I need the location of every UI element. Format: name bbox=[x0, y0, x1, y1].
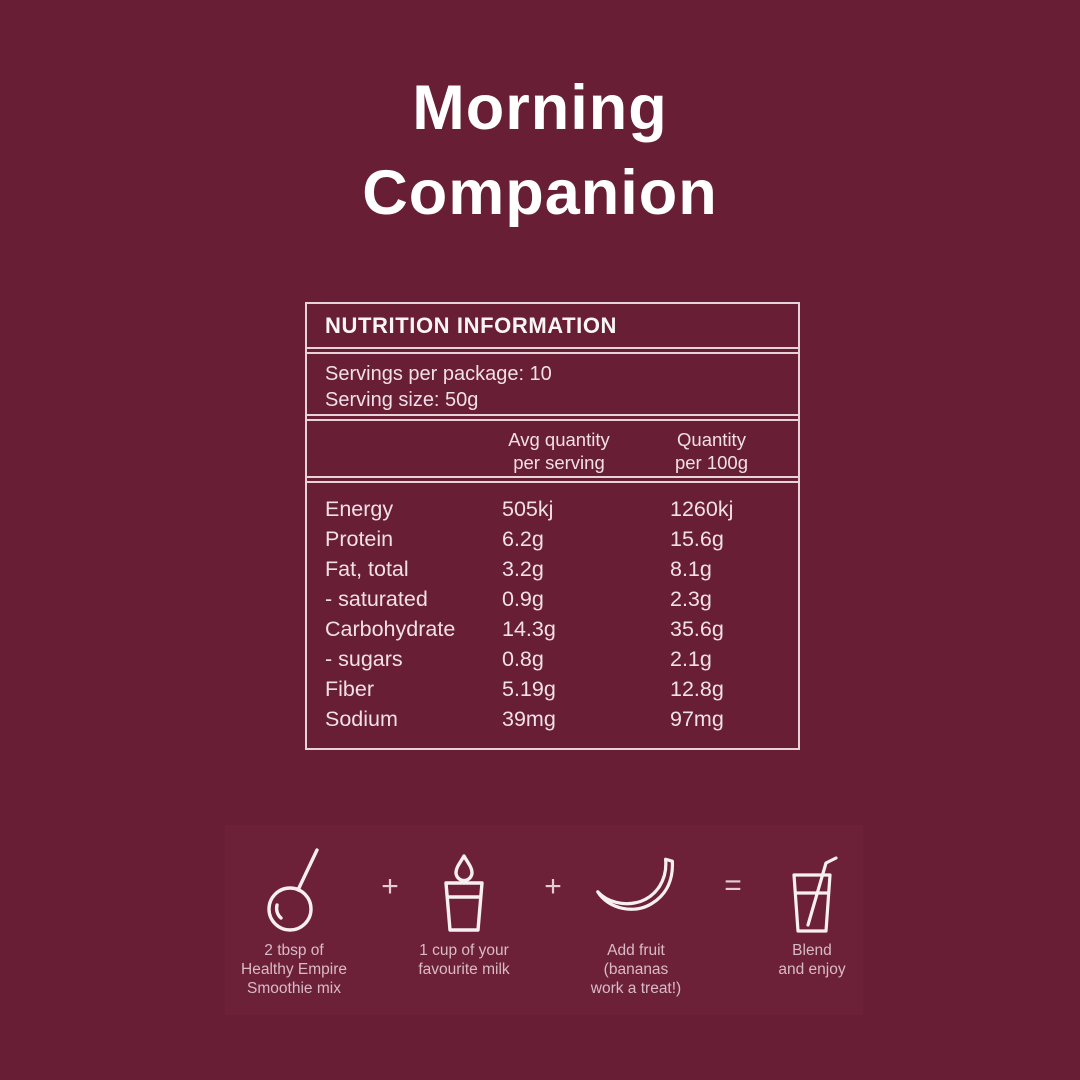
row-label: Protein bbox=[325, 526, 394, 551]
row-label: Carbohydrate bbox=[325, 616, 456, 641]
row-label: Fiber bbox=[325, 676, 374, 701]
row-per-100g: 1260kj bbox=[670, 496, 734, 521]
plus-sign: + bbox=[381, 870, 399, 903]
row-per-serving: 5.19g bbox=[502, 676, 556, 701]
divider bbox=[307, 347, 798, 354]
divider bbox=[307, 414, 798, 421]
column-header-per-serving: Avg quantity per serving bbox=[508, 429, 610, 473]
row-label: Fat, total bbox=[325, 556, 409, 581]
equals-sign: = bbox=[724, 869, 742, 902]
plus-sign: + bbox=[544, 870, 562, 903]
row-per-100g: 97mg bbox=[670, 706, 724, 731]
step-caption: 1 cup of your favourite milk bbox=[418, 942, 510, 978]
table-row: Carbohydrate 14.3g 35.6g bbox=[325, 614, 780, 644]
row-per-100g: 2.3g bbox=[670, 586, 712, 611]
table-row: Energy 505kj 1260kj bbox=[325, 494, 780, 524]
row-per-serving: 505kj bbox=[502, 496, 554, 521]
row-per-100g: 12.8g bbox=[670, 676, 724, 701]
page-title-line2: Companion bbox=[362, 158, 718, 228]
teaspoon-icon bbox=[219, 845, 369, 933]
step-caption: 2 tbsp of Healthy Empire Smoothie mix bbox=[241, 942, 347, 997]
step-caption: Blend and enjoy bbox=[778, 942, 846, 978]
row-per-100g: 2.1g bbox=[670, 646, 712, 671]
table-row: - sugars 0.8g 2.1g bbox=[325, 644, 780, 674]
table-row: Fiber 5.19g 12.8g bbox=[325, 674, 780, 704]
row-per-100g: 35.6g bbox=[670, 616, 724, 641]
row-per-serving: 0.9g bbox=[502, 586, 544, 611]
row-per-100g: 15.6g bbox=[670, 526, 724, 551]
serving-size: Serving size: 50g bbox=[325, 389, 479, 411]
divider bbox=[307, 476, 798, 483]
row-per-100g: 8.1g bbox=[670, 556, 712, 581]
nutrition-information-panel: NUTRITION INFORMATION Servings per packa… bbox=[305, 302, 800, 750]
column-header-per-100g: Quantity per 100g bbox=[674, 429, 749, 473]
nutrition-table-title: NUTRITION INFORMATION bbox=[325, 312, 618, 338]
instruction-step-milk: 1 cup of your favourite milk bbox=[389, 845, 539, 979]
servings-per-package: Servings per package: 10 bbox=[325, 363, 552, 385]
row-per-serving: 3.2g bbox=[502, 556, 544, 581]
instructions-panel bbox=[225, 825, 863, 1015]
step-caption: Add fruit (bananas work a treat!) bbox=[590, 942, 682, 997]
servings-section: Servings per package: 10 Serving size: 5… bbox=[307, 354, 798, 414]
instruction-step-smoothie-mix: 2 tbsp of Healthy Empire Smoothie mix bbox=[219, 845, 369, 998]
row-label: Sodium bbox=[325, 706, 398, 731]
banana-icon bbox=[561, 845, 711, 933]
row-label: Energy bbox=[325, 496, 394, 521]
column-headers: Avg quantity per serving Quantity per 10… bbox=[307, 421, 798, 476]
smoothie-glass-icon bbox=[737, 845, 887, 933]
table-row: Sodium 39mg 97mg bbox=[325, 704, 780, 734]
column-header-spacer bbox=[325, 428, 475, 476]
milk-glass-icon bbox=[389, 845, 539, 933]
row-per-serving: 0.8g bbox=[502, 646, 544, 671]
row-per-serving: 6.2g bbox=[502, 526, 544, 551]
table-row: - saturated 0.9g 2.3g bbox=[325, 584, 780, 614]
table-row: Fat, total 3.2g 8.1g bbox=[325, 554, 780, 584]
page-title: Morning Companion bbox=[0, 66, 1080, 236]
table-row: Protein 6.2g 15.6g bbox=[325, 524, 780, 554]
row-label: - saturated bbox=[325, 586, 428, 611]
instruction-step-blend: Blend and enjoy bbox=[737, 845, 887, 979]
instruction-step-fruit: Add fruit (bananas work a treat!) bbox=[561, 845, 711, 998]
row-per-serving: 14.3g bbox=[502, 616, 556, 641]
row-label: - sugars bbox=[325, 646, 403, 671]
nutrition-rows: Energy 505kj 1260kj Protein 6.2g 15.6g F… bbox=[307, 483, 798, 734]
page-title-line1: Morning bbox=[412, 73, 668, 143]
row-per-serving: 39mg bbox=[502, 706, 556, 731]
